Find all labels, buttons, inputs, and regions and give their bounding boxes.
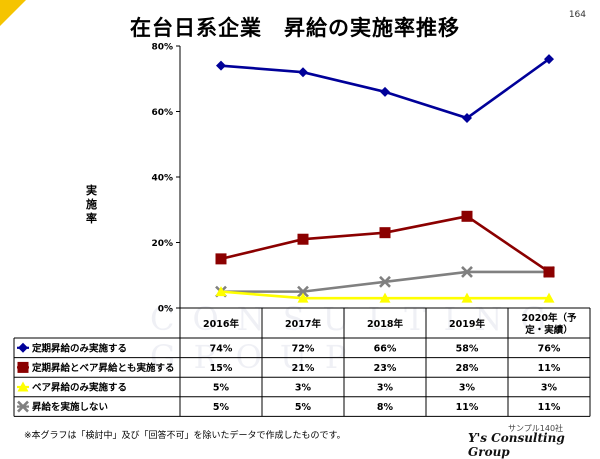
data-label: 72%: [292, 343, 315, 354]
data-point: [543, 292, 555, 303]
series-line: [220, 214, 550, 274]
sample-size: サンプル140社: [508, 424, 564, 433]
data-point: [461, 292, 473, 303]
data-label: 3%: [295, 383, 312, 394]
x-tick-label: 2017年: [285, 318, 321, 330]
data-label: 8%: [377, 402, 394, 413]
watermark: CONSULTING GROUP: [150, 300, 564, 376]
corner-accent: [0, 0, 26, 26]
data-label: 21%: [292, 363, 315, 374]
y-tick-label: 0%: [158, 305, 173, 315]
data-label: 5%: [213, 383, 230, 394]
legend-label: ベア昇給のみ実施する: [32, 382, 127, 394]
data-point: [215, 286, 227, 297]
data-label: 5%: [213, 402, 230, 413]
x-tick-label: 定・実績）: [524, 324, 573, 336]
company-name: Y's Consulting Group: [468, 431, 565, 459]
legend-marker: [17, 400, 29, 413]
x-tick-label: 2020年（予: [522, 312, 577, 324]
footnote: ※本グラフは「検討中」及び「回答不可」を除いたデータで作成したものです。: [24, 431, 346, 441]
data-label: 58%: [456, 343, 479, 354]
data-label: 11%: [456, 402, 479, 413]
legend-marker: [17, 381, 29, 392]
x-tick-label: 2018年: [367, 318, 403, 330]
data-point: [461, 266, 473, 278]
y-tick-label: 40%: [151, 174, 173, 184]
data-label: 3%: [459, 383, 476, 394]
data-label: 3%: [377, 383, 394, 394]
data-point: [379, 292, 391, 303]
data-point: [297, 285, 309, 298]
data-point: [379, 275, 391, 288]
data-point: [543, 266, 555, 278]
legend-marker: [18, 342, 28, 353]
data-label: 66%: [374, 343, 397, 354]
data-label: 74%: [210, 343, 233, 354]
data-point: [297, 233, 309, 245]
data-label: 23%: [374, 363, 397, 374]
x-tick-label: 2016年: [203, 318, 239, 330]
data-label: 5%: [295, 402, 312, 413]
data-label: 3%: [541, 383, 558, 394]
data-point: [462, 113, 472, 124]
y-tick-label: 80%: [151, 43, 173, 53]
data-label: 76%: [538, 343, 561, 354]
legend-label: 昇給を実施しない: [32, 401, 108, 413]
data-label: 15%: [210, 363, 233, 374]
x-tick-label: 2019年: [449, 318, 485, 330]
page-number: 164: [568, 10, 586, 20]
data-point: [380, 86, 390, 97]
data-label: 11%: [538, 402, 561, 413]
y-axis-label: 実施率: [86, 184, 97, 225]
legend-label: 定期昇給とベア昇給とも実施する: [31, 362, 175, 374]
chart-title: 在台日系企業 昇給の実施率推移: [130, 16, 460, 40]
legend-marker: [17, 361, 29, 373]
legend-label: 定期昇給のみ実施する: [31, 342, 127, 354]
data-label: 28%: [456, 363, 479, 374]
data-point: [216, 60, 226, 71]
data-point: [297, 292, 309, 303]
data-point: [461, 210, 473, 222]
data-point: [298, 67, 308, 78]
data-label: 11%: [538, 363, 561, 374]
data-point: [215, 253, 227, 265]
y-tick-label: 20%: [151, 239, 173, 249]
data-point: [379, 227, 391, 239]
data-point: [544, 54, 554, 65]
y-tick-label: 60%: [151, 108, 173, 118]
